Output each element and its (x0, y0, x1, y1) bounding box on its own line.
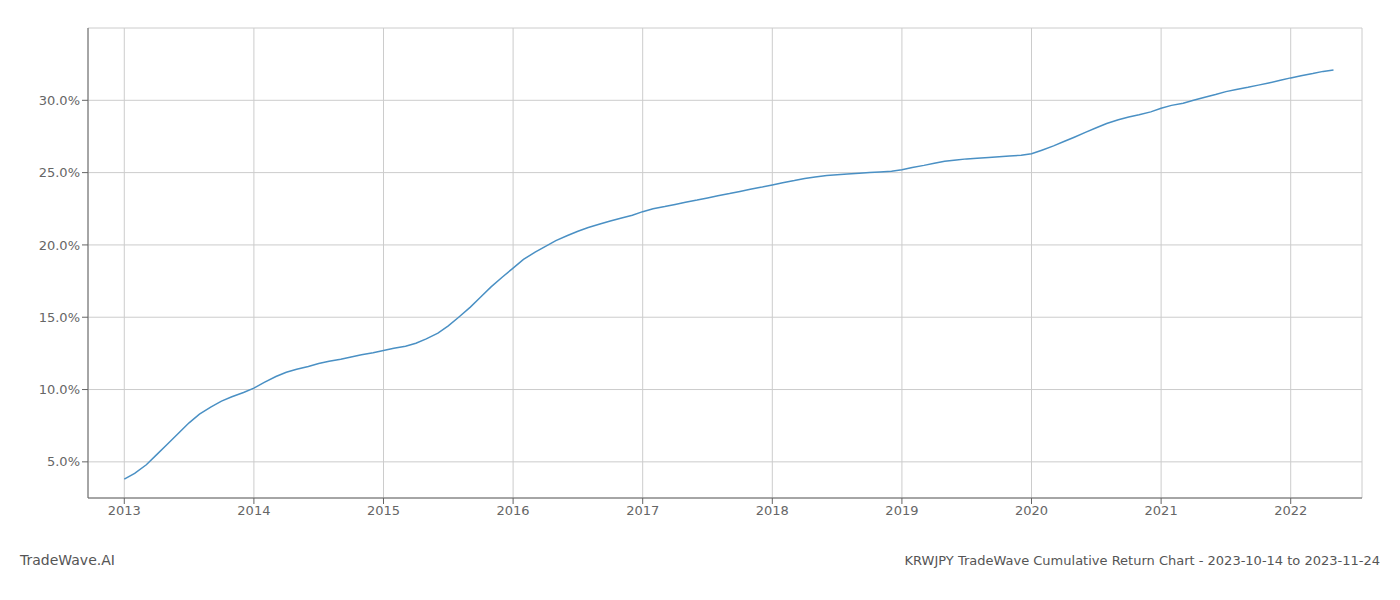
html-text:TradeWave.AI: TradeWave.AI (20, 552, 115, 568)
svg-text:2017: 2017 (626, 503, 659, 518)
svg-text:5.0%: 5.0% (47, 454, 80, 469)
svg-text:2018: 2018 (756, 503, 789, 518)
svg-text:2015: 2015 (367, 503, 400, 518)
svg-text:2014: 2014 (237, 503, 270, 518)
svg-text:2020: 2020 (1015, 503, 1048, 518)
svg-text:2019: 2019 (885, 503, 918, 518)
svg-text:2016: 2016 (497, 503, 530, 518)
svg-text:20.0%: 20.0% (39, 238, 80, 253)
svg-text:25.0%: 25.0% (39, 165, 80, 180)
svg-text:2021: 2021 (1145, 503, 1178, 518)
svg-text:2022: 2022 (1274, 503, 1307, 518)
svg-text:30.0%: 30.0% (39, 93, 80, 108)
html-text:KRWJPY TradeWave Cumulative Re: KRWJPY TradeWave Cumulative Return Chart… (904, 553, 1380, 568)
svg-text:10.0%: 10.0% (39, 382, 80, 397)
svg-text:15.0%: 15.0% (39, 310, 80, 325)
svg-text:2013: 2013 (108, 503, 141, 518)
